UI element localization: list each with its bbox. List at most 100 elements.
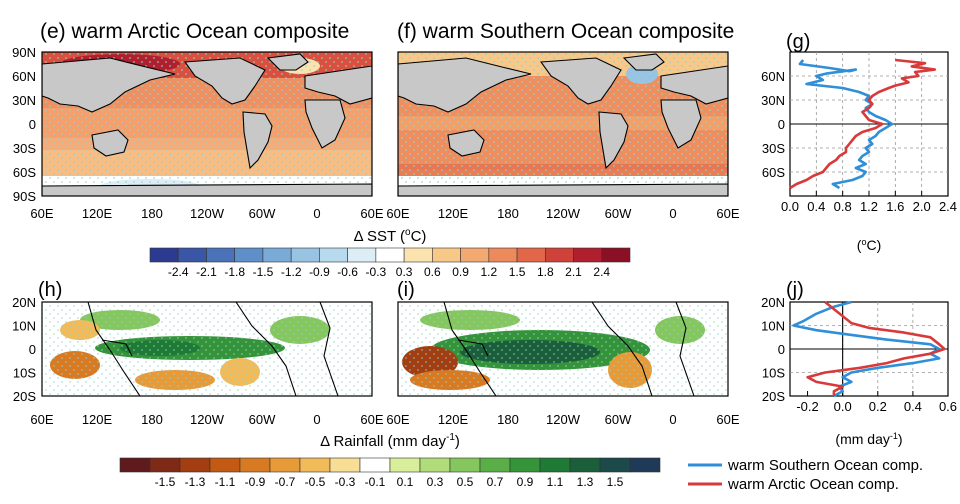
map-e-lon-labels: 60E 120E 180 120W 60W 0 60E — [30, 206, 383, 221]
sst-colorbar-title: Δ SST (oC) — [354, 227, 427, 245]
lat-tick-label: 0 — [29, 342, 36, 357]
colorbar-tick-label: -0.9 — [245, 475, 266, 489]
series-line-arctic — [789, 58, 937, 190]
colorbar-tick-label: -2.1 — [196, 265, 217, 279]
colorbar-tick-label: 1.5 — [509, 265, 526, 279]
lon-tick-label: 120E — [438, 412, 469, 427]
colorbar-tick-label: 2.4 — [593, 265, 610, 279]
colorbar-tick-label: 1.8 — [537, 265, 554, 279]
colorbar-tick-label: -1.3 — [185, 475, 206, 489]
colorbar-swatch — [149, 457, 181, 473]
lon-tick-label: 60E — [386, 412, 409, 427]
colorbar-tick-label: -1.8 — [224, 265, 245, 279]
x-tick-label: 1.2 — [860, 199, 878, 214]
colorbar-swatch — [329, 457, 361, 473]
map-f-lon-labels: 60E 120E 180 120W 60W 0 60E — [386, 206, 739, 221]
lon-tick-label: 60E — [386, 206, 409, 221]
lon-tick-label: 60E — [30, 412, 53, 427]
lon-tick-label: 60E — [716, 412, 739, 427]
chart-j-xlabel: (mm day-1) — [835, 431, 902, 447]
colorbar-tick-label: -1.5 — [155, 475, 176, 489]
panel-g-label: (g) — [786, 31, 810, 53]
lat-tick-label: 10N — [12, 319, 36, 334]
x-tick-label: 0.6 — [939, 399, 957, 414]
lat-tick-label: 30S — [13, 141, 36, 156]
colorbar-tick-label: -0.6 — [337, 265, 358, 279]
rain-map-southern-frame — [397, 301, 729, 397]
panel-h-label: (h) — [38, 279, 62, 301]
colorbar-swatch — [209, 457, 241, 473]
top-lat-labels: 90N 60N 30N 0 30S 60S 90S — [12, 45, 36, 204]
colorbar-tick-label: -1.2 — [281, 265, 302, 279]
lon-tick-label: 60E — [30, 206, 53, 221]
x-tick-label: -0.2 — [796, 399, 818, 414]
lat-tick-label: 10S — [13, 366, 36, 381]
colorbar-tick-label: -1.5 — [253, 265, 274, 279]
lon-tick-label: 120W — [546, 206, 581, 221]
colorbar-swatch — [319, 247, 348, 263]
colorbar-swatch — [269, 457, 301, 473]
x-tick-label: 0.2 — [869, 399, 887, 414]
y-tick-label: 30N — [761, 93, 785, 108]
lon-tick-label: 180 — [497, 412, 519, 427]
rain-map-southern — [398, 302, 728, 396]
colorbar-swatch — [569, 457, 601, 473]
zonal-rainfall-profile-chart: -0.2 0.0 0.2 0.4 0.6 20N 10N 0 10S 20S — [761, 295, 957, 414]
colorbar-swatch — [544, 247, 574, 263]
colorbar-swatch — [460, 247, 490, 263]
lon-tick-label: 60W — [249, 206, 276, 221]
sst-map-southern — [398, 52, 728, 196]
colorbar-swatch — [629, 457, 661, 473]
y-tick-label: 30S — [762, 141, 785, 156]
sst-map-southern-frame — [397, 51, 729, 197]
x-tick-label: 1.6 — [886, 199, 904, 214]
lon-tick-label: 120E — [82, 412, 113, 427]
colorbar-tick-label: 1.2 — [480, 265, 497, 279]
colorbar-tick-label: 0.9 — [517, 475, 534, 489]
colorbar-swatch — [299, 457, 331, 473]
colorbar-tick-label: 0.3 — [427, 475, 444, 489]
lat-tick-label: 60S — [13, 165, 36, 180]
colorbar-tick-label: -0.5 — [305, 475, 326, 489]
lat-tick-label: 20S — [13, 389, 36, 404]
x-tick-label: 2.4 — [939, 199, 957, 214]
lon-tick-label: 120W — [190, 206, 225, 221]
legend-arctic-label: warm Arctic Ocean comp. — [727, 476, 899, 493]
chart-g-xlabel: (oC) — [857, 237, 881, 253]
colorbar-tick-label: 0.1 — [397, 475, 414, 489]
x-tick-label: 0.4 — [904, 399, 922, 414]
panel-e-title: (e) warm Arctic Ocean composite — [40, 20, 349, 43]
rain-colorbar-title: Δ Rainfall (mm day-1) — [320, 432, 460, 450]
sst-map-arctic — [42, 52, 372, 196]
colorbar-tick-label: -1.1 — [215, 475, 236, 489]
colorbar-tick-label: 0.7 — [487, 475, 504, 489]
lat-tick-label: 20N — [12, 295, 36, 310]
colorbar-swatch — [539, 457, 571, 473]
colorbar-swatch — [375, 247, 405, 263]
panel-j-label: (j) — [786, 279, 804, 301]
colorbar-tick-label: -0.3 — [335, 475, 356, 489]
lon-tick-label: 60W — [249, 412, 276, 427]
colorbar-tick-label: -0.1 — [365, 475, 386, 489]
colorbar-swatch — [599, 457, 631, 473]
x-tick-label: 0.0 — [834, 399, 852, 414]
x-tick-label: 2.0 — [913, 199, 931, 214]
colorbar-swatch — [234, 247, 264, 263]
colorbar-tick-label: -2.4 — [168, 265, 189, 279]
colorbar-swatch — [359, 457, 391, 473]
lon-tick-label: 0 — [669, 206, 676, 221]
colorbar-swatch — [403, 247, 433, 263]
colorbar-tick-label: 0.5 — [457, 475, 474, 489]
colorbar-swatch — [419, 457, 451, 473]
y-tick-label: 60N — [761, 69, 785, 84]
colorbar-swatch — [119, 457, 151, 473]
lon-tick-label: 120E — [82, 206, 113, 221]
colorbar-swatch — [509, 457, 541, 473]
colorbar-swatch — [601, 247, 631, 263]
panel-f-title: (f) warm Southern Ocean composite — [397, 20, 734, 43]
bottom-lat-labels: 20N 10N 0 10S 20S — [12, 295, 36, 404]
lon-tick-label: 60E — [360, 412, 383, 427]
lon-tick-label: 180 — [141, 412, 163, 427]
lat-tick-label: 90N — [12, 45, 36, 60]
colorbar-swatch — [206, 247, 236, 263]
